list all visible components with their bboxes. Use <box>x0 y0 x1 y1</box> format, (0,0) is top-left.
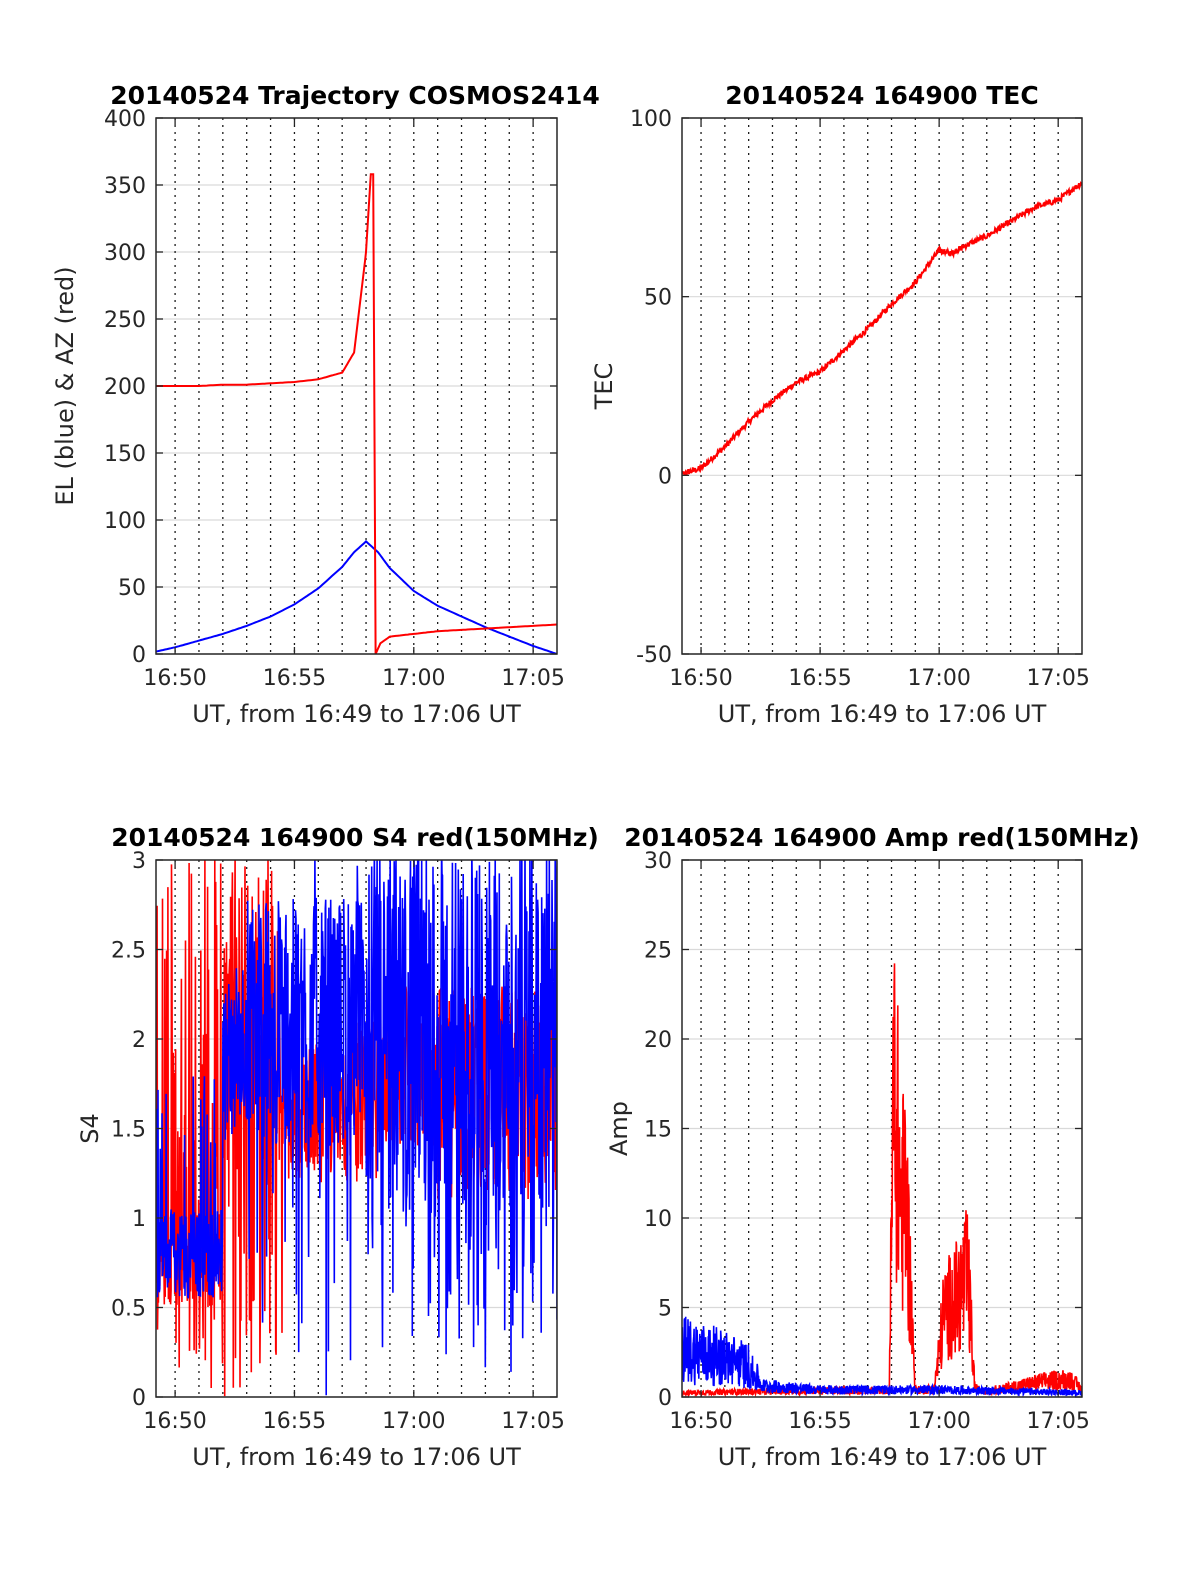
y-tick-label: 0 <box>658 464 672 489</box>
y-axis-label: Amp <box>605 1101 633 1156</box>
chart-panel-1: 0 50 100 150 200 250 300 350 400 16:50 16:55 17:00 1… <box>51 81 600 728</box>
y-tick-label: 2 <box>132 1028 146 1053</box>
chart-title: 20140524 164900 TEC <box>725 81 1038 110</box>
y-tick-label: 1.5 <box>111 1118 146 1143</box>
y-tick-label: 0 <box>132 1386 146 1411</box>
y-tick-label: 10 <box>644 1207 672 1232</box>
chart-title: 20140524 164900 S4 red(150MHz) <box>111 823 599 852</box>
series-group <box>156 860 557 1397</box>
y-tick-label: 0 <box>658 1386 672 1411</box>
series-line-2 <box>682 1316 1082 1397</box>
y-tick-label: 350 <box>104 174 146 199</box>
x-tick-label: 17:00 <box>907 1409 970 1434</box>
x-tick-label: 16:50 <box>143 666 206 691</box>
x-tick-label: 17:05 <box>501 666 564 691</box>
x-tick-label: 16:50 <box>669 1409 732 1434</box>
chart-title: 20140524 Trajectory COSMOS2414 <box>110 81 600 110</box>
chart-panel-2: -50 0 50 100 16:50 16:55 17:00 17:05 UT, from 16… <box>590 81 1090 728</box>
y-tick-label: 0 <box>132 643 146 668</box>
x-tick-label: 17:00 <box>382 666 445 691</box>
y-tick-label: 2.5 <box>111 939 146 964</box>
series-line-1 <box>682 963 1082 1397</box>
x-tick-label: 16:55 <box>263 1409 326 1434</box>
y-axis-label: S4 <box>76 1113 104 1144</box>
y-tick-label: 250 <box>104 308 146 333</box>
y-tick-label: 5 <box>658 1297 672 1322</box>
y-tick-label: 20 <box>644 1028 672 1053</box>
x-tick-label: 16:55 <box>788 666 851 691</box>
y-tick-label: 100 <box>104 509 146 534</box>
y-tick-label: 50 <box>118 576 146 601</box>
y-tick-label: 400 <box>104 107 146 132</box>
series-line-2 <box>156 173 557 654</box>
plot-area <box>682 118 1082 654</box>
series-group <box>156 173 557 654</box>
x-axis-label: UT, from 16:49 to 17:06 UT <box>718 1443 1047 1471</box>
y-tick-label: 1 <box>132 1207 146 1232</box>
chart-panel-4: 0 5 10 15 20 25 30 16:50 16:55 17:00 17:05 UT, from… <box>605 823 1140 1471</box>
x-tick-label: 17:05 <box>501 1409 564 1434</box>
series-group <box>682 181 1082 476</box>
x-tick-label: 16:50 <box>143 1409 206 1434</box>
x-tick-label: 17:05 <box>1026 1409 1089 1434</box>
y-tick-label: 0.5 <box>111 1297 146 1322</box>
chart-panel-3: 0 0.5 1 1.5 2 2.5 3 16:50 16:55 17:00 17:05 UT, fro… <box>76 823 599 1471</box>
y-tick-label: 50 <box>644 286 672 311</box>
x-tick-label: 17:05 <box>1026 666 1089 691</box>
series-line-2 <box>156 860 557 1396</box>
series-group <box>682 963 1082 1397</box>
y-tick-label: -50 <box>636 643 672 668</box>
series-line-1 <box>156 540 557 654</box>
series-line-1 <box>682 181 1082 476</box>
y-tick-label: 100 <box>630 107 672 132</box>
x-axis-label: UT, from 16:49 to 17:06 UT <box>718 700 1047 728</box>
y-tick-label: 200 <box>104 375 146 400</box>
x-tick-label: 16:55 <box>263 666 326 691</box>
x-axis-label: UT, from 16:49 to 17:06 UT <box>192 1443 521 1471</box>
y-axis-label: EL (blue) & AZ (red) <box>51 266 79 505</box>
x-tick-label: 16:55 <box>788 1409 851 1434</box>
chart-title: 20140524 164900 Amp red(150MHz) <box>624 823 1140 852</box>
x-axis-label: UT, from 16:49 to 17:06 UT <box>192 700 521 728</box>
y-tick-label: 15 <box>644 1118 672 1143</box>
x-tick-label: 17:00 <box>907 666 970 691</box>
y-tick-label: 30 <box>644 849 672 874</box>
axes-box <box>681 117 1083 655</box>
y-tick-label: 25 <box>644 939 672 964</box>
y-tick-label: 300 <box>104 241 146 266</box>
y-tick-label: 150 <box>104 442 146 467</box>
x-tick-label: 17:00 <box>382 1409 445 1434</box>
y-axis-label: TEC <box>590 363 618 411</box>
x-tick-label: 16:50 <box>669 666 732 691</box>
y-tick-label: 3 <box>132 849 146 874</box>
